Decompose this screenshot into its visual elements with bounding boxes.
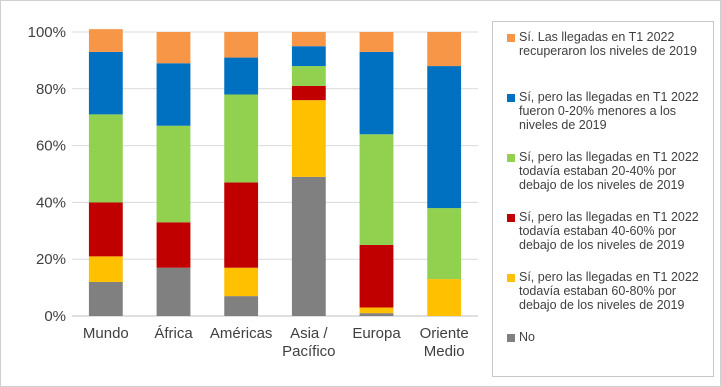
legend-label-line: Sí, pero las llegadas en T1 2022 bbox=[519, 210, 699, 224]
x-category-label: Oriente bbox=[420, 325, 469, 342]
y-tick-label: 20% bbox=[36, 251, 66, 268]
bar-segment bbox=[359, 51, 394, 135]
legend-swatch bbox=[507, 334, 515, 342]
legend-swatch bbox=[507, 94, 515, 102]
bar-segment bbox=[359, 313, 394, 316]
legend-item: Sí, pero las llegadas en T1 2022 todavía … bbox=[507, 270, 707, 312]
stacked-bar-chart: 0% 20% 40% 60% 80% 100% Mundo África Américas Asi… bbox=[28, 24, 478, 360]
bar-segment bbox=[156, 267, 191, 316]
legend: Sí. Las llegadas en T1 2022 recuperaron l… bbox=[492, 21, 714, 377]
legend-item: Sí, pero las llegadas en T1 2022 todavía … bbox=[507, 150, 707, 192]
bar-segment bbox=[156, 125, 191, 223]
x-category-label: Pacífico bbox=[282, 343, 335, 360]
legend-swatch bbox=[507, 274, 515, 282]
bar-segment bbox=[427, 279, 462, 316]
legend-label-line: debajo de los niveles de 2019 bbox=[519, 238, 685, 252]
legend-swatch bbox=[507, 34, 515, 42]
legend-label-line: debajo de los niveles de 2019 bbox=[519, 298, 685, 312]
legend-swatch bbox=[507, 154, 515, 162]
legend-label-line: debajo de los niveles de 2019 bbox=[519, 178, 685, 192]
legend-label-line: todavía estaban 20-40% por bbox=[519, 164, 677, 178]
bar-segment bbox=[224, 57, 259, 95]
x-category-label: Asia / bbox=[290, 325, 328, 342]
legend-label-line: Sí, pero las llegadas en T1 2022 bbox=[519, 90, 699, 104]
legend-label-line: recuperaron los niveles de 2019 bbox=[519, 44, 697, 58]
bar-segment bbox=[156, 32, 191, 64]
bar-segment bbox=[88, 202, 123, 257]
bar-segment bbox=[427, 32, 462, 67]
legend-item: Sí, pero las llegadas en T1 2022 fueron 0… bbox=[507, 90, 707, 132]
bar-segment bbox=[88, 29, 123, 52]
bar-segment bbox=[291, 46, 326, 67]
bar-segment bbox=[359, 245, 394, 308]
legend-label: Sí, pero las llegadas en T1 2022 todavía … bbox=[519, 150, 699, 192]
legend-label-line: Sí, pero las llegadas en T1 2022 bbox=[519, 150, 699, 164]
bar-segment bbox=[291, 100, 326, 177]
bar-segment bbox=[359, 307, 394, 314]
bar-segment bbox=[224, 182, 259, 268]
bar-segment bbox=[88, 114, 123, 203]
legend-swatch bbox=[507, 214, 515, 222]
bar-segment bbox=[224, 32, 259, 58]
bar-segment bbox=[291, 85, 326, 101]
legend-item: Sí. Las llegadas en T1 2022 recuperaron l… bbox=[507, 30, 707, 58]
x-category-label: Medio bbox=[424, 343, 465, 360]
bar-segment bbox=[359, 134, 394, 245]
bar-segment bbox=[427, 66, 462, 209]
bar-segment bbox=[427, 208, 462, 280]
legend-label: No bbox=[519, 330, 535, 344]
bar-segment bbox=[291, 32, 326, 47]
legend-label-line: todavía estaban 60-80% por bbox=[519, 284, 677, 298]
legend-label: Sí. Las llegadas en T1 2022 recuperaron l… bbox=[519, 30, 697, 58]
bar-segment bbox=[224, 267, 259, 297]
bar-segment bbox=[291, 66, 326, 86]
legend-label-line: niveles de 2019 bbox=[519, 118, 607, 132]
x-category-label: África bbox=[154, 325, 193, 342]
legend-label: Sí, pero las llegadas en T1 2022 fueron 0… bbox=[519, 90, 699, 132]
legend-label: Sí, pero las llegadas en T1 2022 todavía … bbox=[519, 270, 699, 312]
x-category-label: Mundo bbox=[83, 325, 129, 342]
bar-segment bbox=[224, 296, 259, 316]
y-tick-label: 0% bbox=[44, 308, 66, 325]
bar-segment bbox=[88, 51, 123, 115]
bar-segment bbox=[291, 176, 326, 316]
bar-segment bbox=[224, 94, 259, 183]
x-category-label: Américas bbox=[210, 325, 273, 342]
legend-label: Sí, pero las llegadas en T1 2022 todavía … bbox=[519, 210, 699, 252]
legend-label-line: todavía estaban 40-60% por bbox=[519, 224, 677, 238]
y-tick-label: 80% bbox=[36, 81, 66, 98]
y-tick-label: 40% bbox=[36, 194, 66, 211]
y-tick-label: 100% bbox=[28, 24, 66, 41]
bar-segment bbox=[156, 222, 191, 268]
legend-label-line: No bbox=[519, 330, 535, 344]
x-category-label: Europa bbox=[352, 325, 401, 342]
legend-label-line: Sí, pero las llegadas en T1 2022 bbox=[519, 270, 699, 284]
legend-label-line: fueron 0-20% menores a los bbox=[519, 104, 677, 118]
bar-segment bbox=[156, 63, 191, 126]
legend-label-line: Sí. Las llegadas en T1 2022 bbox=[519, 30, 675, 44]
bar-segment bbox=[359, 32, 394, 52]
legend-item: No bbox=[507, 330, 707, 344]
bar-segment bbox=[88, 256, 123, 282]
bar-segment bbox=[88, 281, 123, 316]
legend-item: Sí, pero las llegadas en T1 2022 todavía … bbox=[507, 210, 707, 252]
y-tick-label: 60% bbox=[36, 138, 66, 155]
